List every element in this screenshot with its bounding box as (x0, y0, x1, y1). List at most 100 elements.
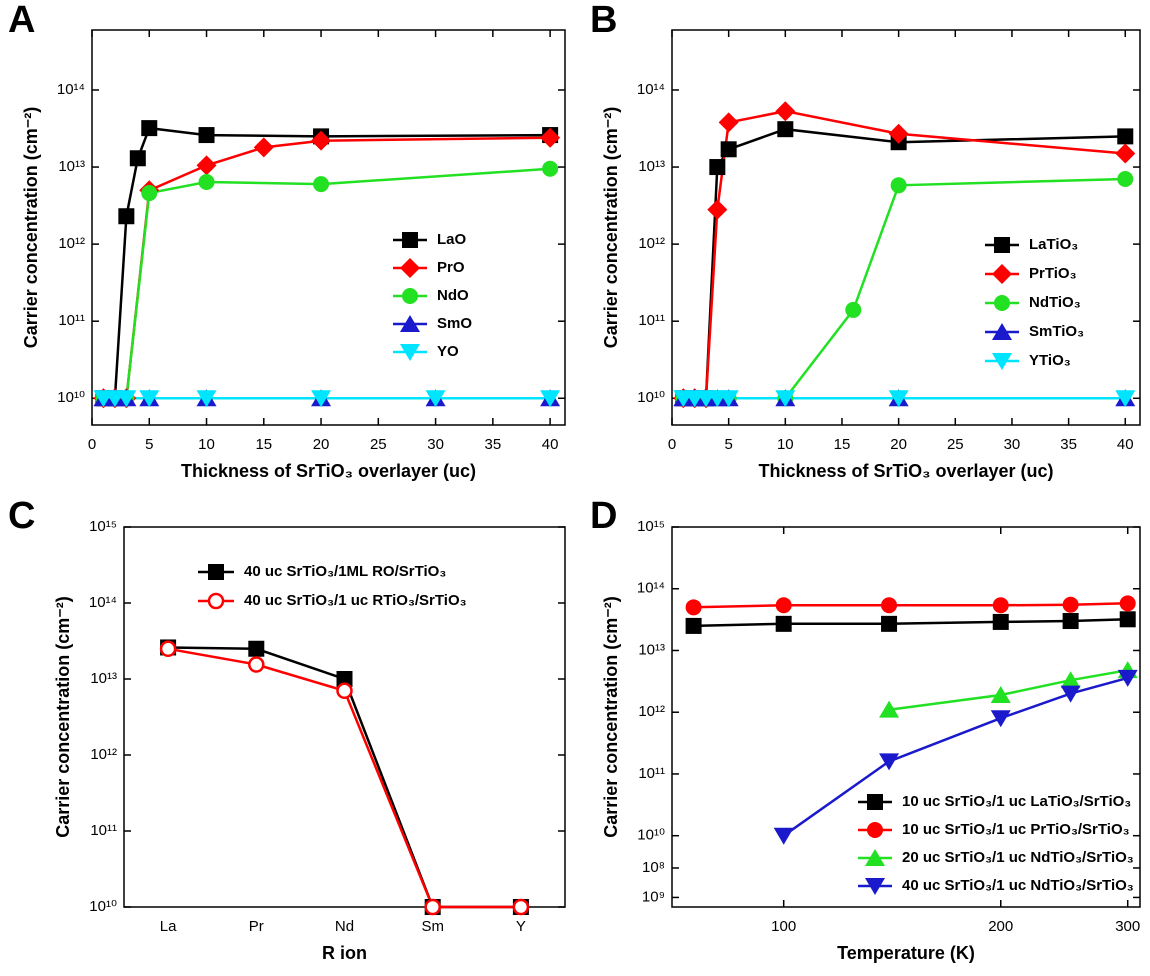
marker (709, 159, 726, 176)
marker (994, 295, 1010, 311)
marker (879, 700, 900, 718)
marker (881, 615, 898, 632)
marker (1062, 596, 1079, 613)
series-line (693, 618, 1128, 628)
marker (116, 390, 137, 408)
marker (129, 150, 146, 167)
marker (311, 130, 332, 151)
series-line (103, 126, 551, 400)
legend-label: YO (437, 343, 459, 360)
marker (865, 849, 885, 866)
y-tick-label: 10¹⁵ (89, 518, 117, 535)
marker (1060, 685, 1081, 703)
x-tick-label: 35 (1060, 436, 1077, 453)
plot-frame (671, 29, 1141, 426)
x-axis-title: R ion (322, 943, 367, 963)
x-tick-label: 300 (1115, 918, 1140, 935)
marker (198, 173, 215, 190)
x-tick-label: 10 (777, 436, 794, 453)
x-tick-label: 15 (834, 436, 851, 453)
marker (867, 822, 883, 838)
marker (311, 390, 332, 408)
legend-label: LaO (437, 231, 467, 248)
marker (540, 390, 561, 408)
marker (424, 898, 441, 916)
x-tick-label: Sm (421, 918, 444, 935)
x-tick-label: 5 (145, 436, 153, 453)
marker (881, 597, 898, 614)
panel-label: B (590, 0, 617, 41)
x-tick-label: 100 (771, 918, 796, 935)
marker (775, 615, 792, 632)
marker (400, 344, 420, 361)
marker (425, 390, 446, 408)
x-tick-label: Y (516, 918, 526, 935)
panel-label: D (590, 495, 617, 537)
plot-frame (91, 29, 566, 426)
y-tick-label: 10¹⁰ (89, 898, 117, 915)
legend-label: YTiO₃ (1029, 352, 1071, 369)
plot-frame (123, 526, 566, 908)
marker (512, 898, 530, 916)
y-tick-label: 10¹⁴ (89, 594, 117, 611)
legend-label: NdTiO₃ (1029, 294, 1081, 311)
marker (773, 827, 794, 845)
legend-label: 40 uc SrTiO₃/1ML RO/SrTiO₃ (244, 563, 446, 580)
marker (248, 656, 265, 673)
marker (139, 390, 160, 408)
marker (540, 127, 561, 148)
y-tick-label: 10¹⁰ (637, 389, 665, 406)
x-tick-label: 25 (370, 436, 387, 453)
y-axis-title: Carrier concentration (cm⁻²) (21, 107, 41, 349)
marker (990, 710, 1011, 728)
x-axis-title: Thickness of SrTiO₃ overlayer (uc) (758, 461, 1053, 481)
y-tick-label: 10¹¹ (638, 312, 665, 329)
y-tick-label: 10¹⁰ (57, 389, 85, 406)
y-axis-title: Carrier concentration (cm⁻²) (601, 107, 621, 349)
y-tick-label: 10¹⁴ (637, 580, 665, 597)
marker (196, 390, 217, 408)
marker (994, 237, 1010, 253)
marker (879, 753, 900, 771)
marker (1115, 390, 1136, 408)
x-tick-label: 30 (1004, 436, 1021, 453)
legend-label: 40 uc SrTiO₃/1 uc NdTiO₃/SrTiO₃ (902, 877, 1134, 894)
legend-label: SmO (437, 315, 472, 332)
x-tick-label: 40 (542, 436, 559, 453)
marker (890, 177, 907, 194)
y-tick-label: 10¹¹ (638, 765, 665, 782)
x-tick-label: 200 (988, 918, 1013, 935)
y-axis-title: Carrier concentration (cm⁻²) (53, 596, 73, 838)
marker (1115, 143, 1136, 164)
marker (992, 597, 1009, 614)
y-tick-label: 10¹⁵ (637, 518, 665, 535)
y-tick-label: 10¹² (638, 703, 665, 720)
marker (685, 599, 702, 616)
x-tick-label: 40 (1117, 436, 1134, 453)
marker (777, 121, 794, 138)
legend-label: SmTiO₃ (1029, 323, 1084, 340)
marker (888, 123, 909, 144)
series-line (103, 136, 551, 400)
marker (1117, 128, 1134, 145)
marker (248, 640, 265, 657)
panel-label: A (8, 0, 35, 41)
y-tick-label: 10¹⁴ (57, 81, 85, 98)
marker (707, 199, 728, 220)
y-tick-label: 10¹¹ (90, 822, 117, 839)
legend-label: 20 uc SrTiO₃/1 uc NdTiO₃/SrTiO₃ (902, 849, 1134, 866)
x-tick-label: 5 (724, 436, 732, 453)
marker (1119, 595, 1136, 612)
x-tick-label: La (160, 918, 177, 935)
y-tick-label: 10¹⁴ (637, 81, 665, 98)
legend-label: 40 uc SrTiO₃/1 uc RTiO₃/SrTiO₃ (244, 592, 467, 609)
marker (865, 878, 885, 895)
x-tick-label: 25 (947, 436, 964, 453)
marker (992, 323, 1012, 340)
marker (118, 208, 135, 225)
y-tick-label: 10¹² (638, 235, 665, 252)
y-tick-label: 10¹² (90, 746, 117, 763)
x-tick-label: 10 (198, 436, 215, 453)
marker (196, 155, 217, 176)
